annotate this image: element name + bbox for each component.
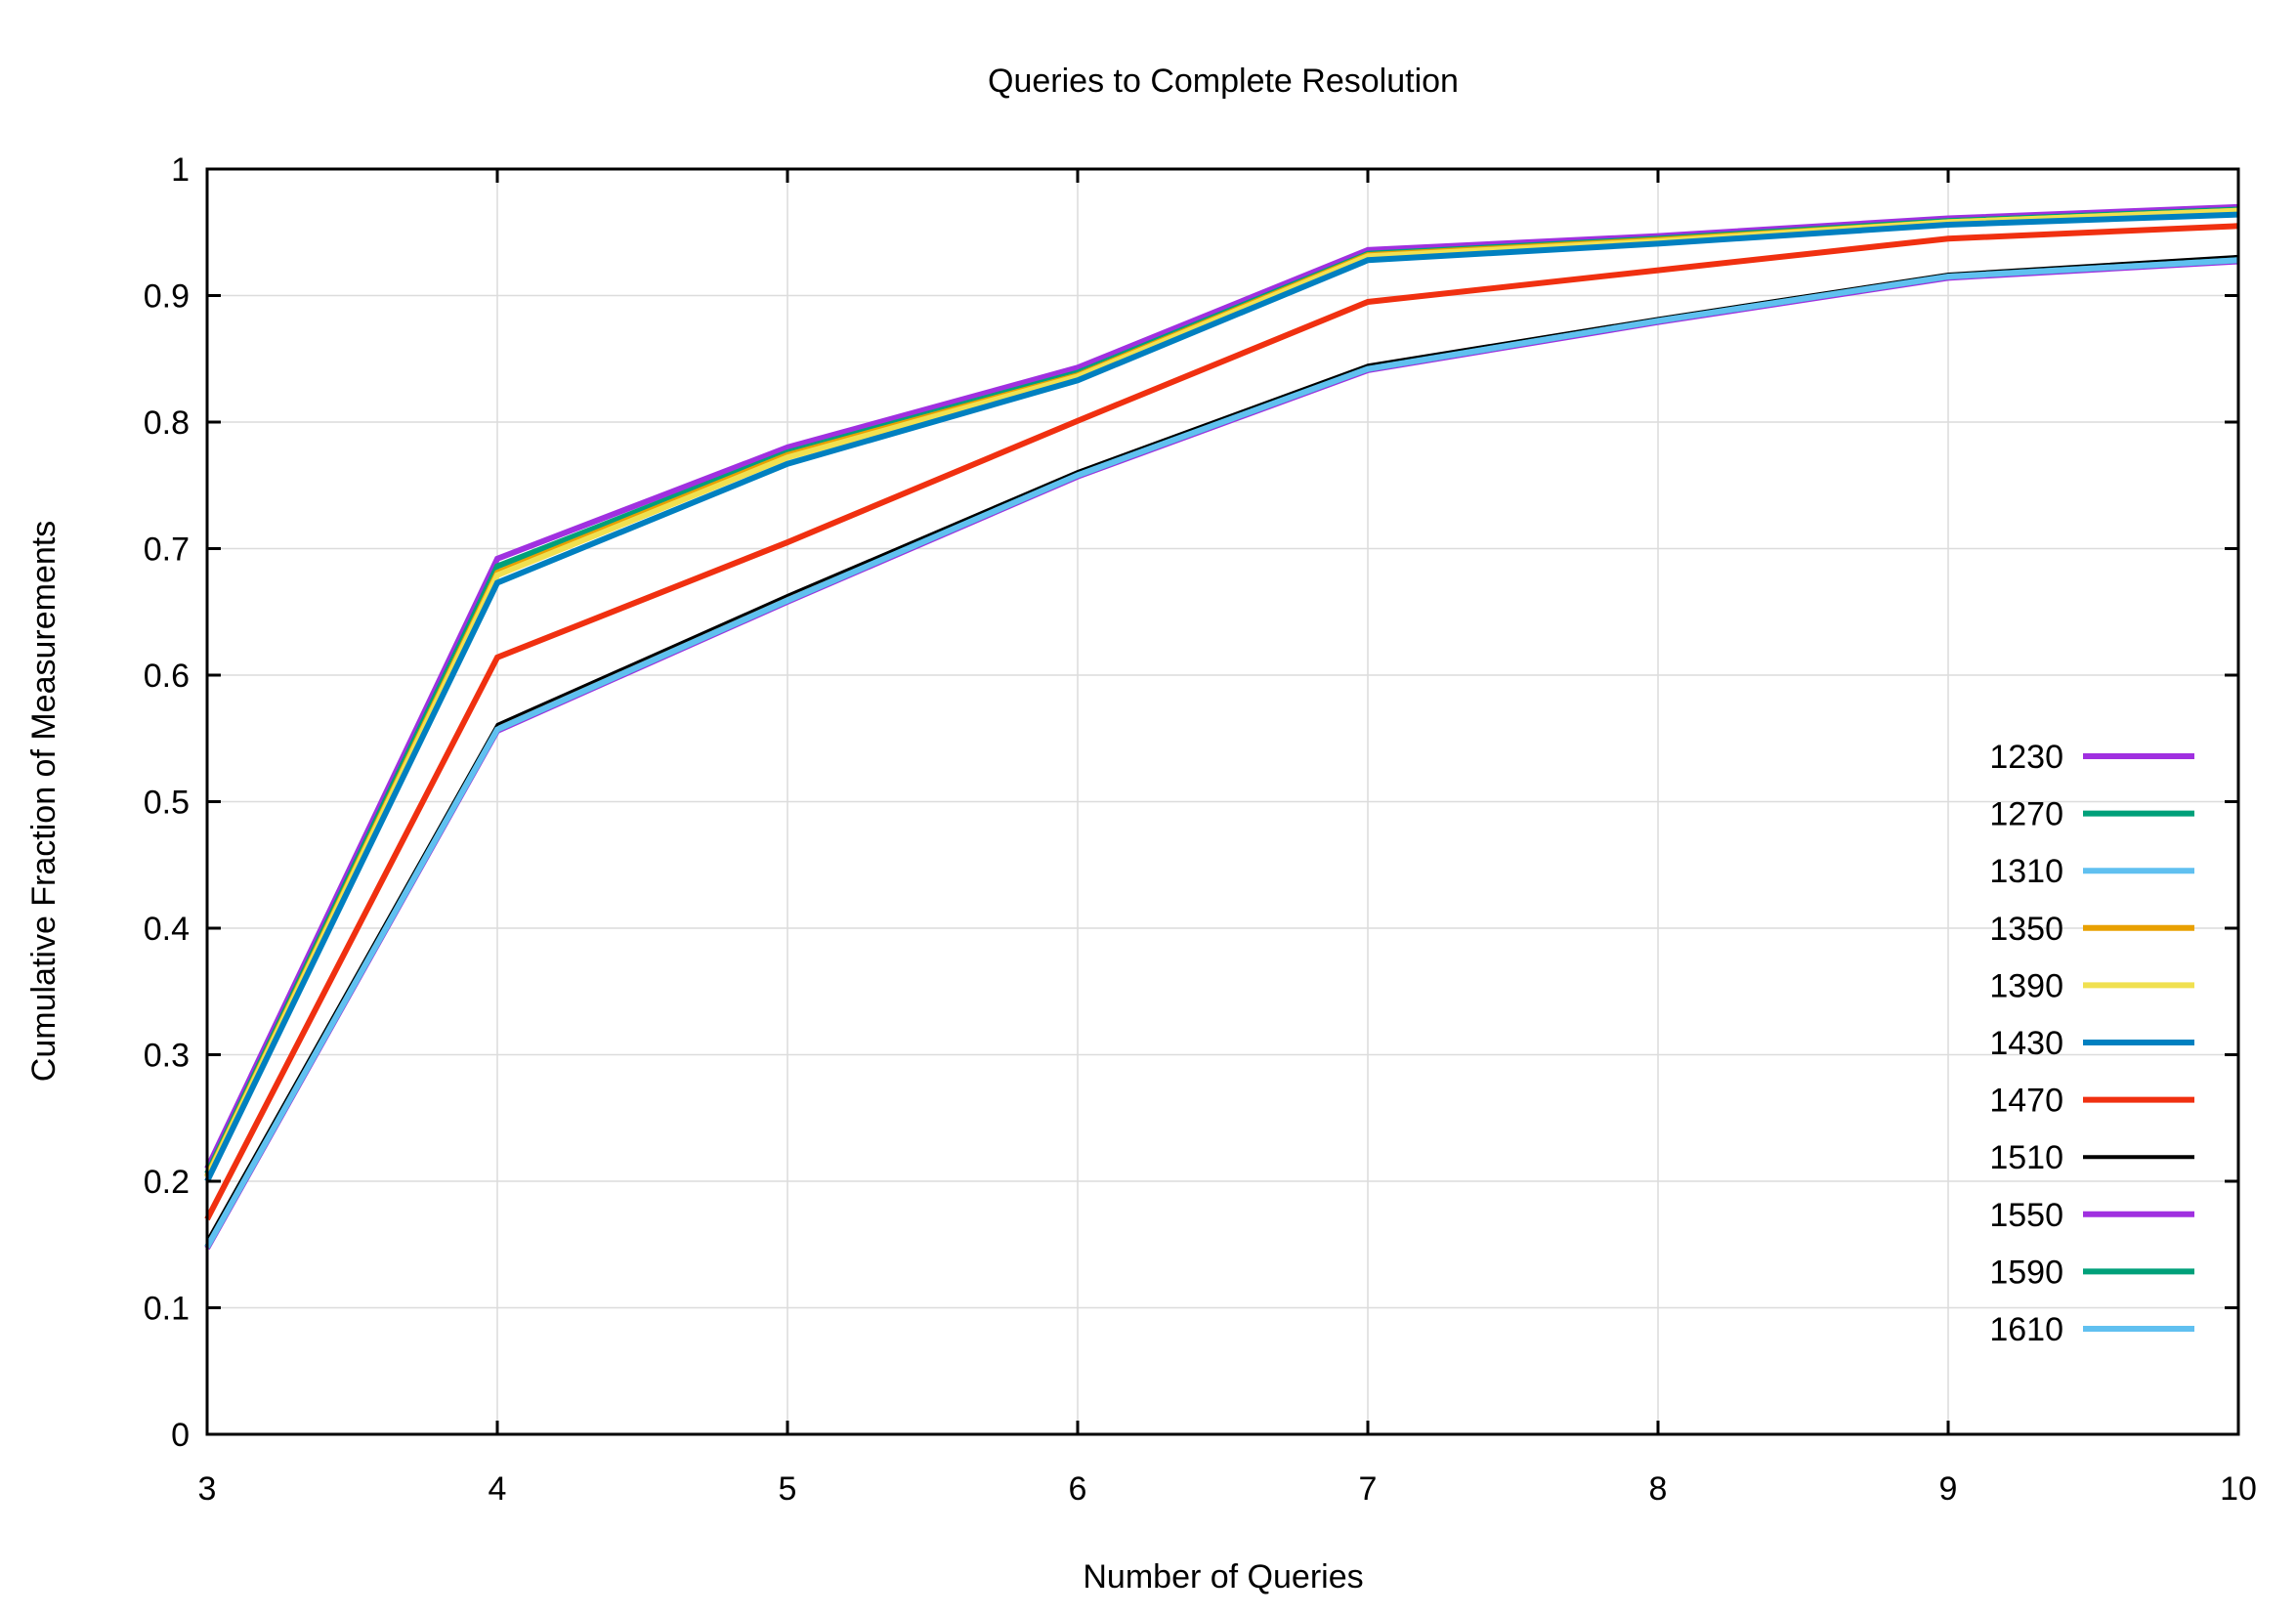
legend-label: 1510 [1989, 1139, 2063, 1176]
series-line-1310 [204, 257, 2239, 1249]
y-tick-label: 0.9 [144, 278, 190, 316]
legend-label: 1430 [1989, 1025, 2063, 1062]
x-tick-label: 8 [1649, 1470, 1668, 1508]
legend: 1230 1270 1310 1350 1390 1430 1470 1510 1550 1590… [1989, 739, 2194, 1348]
x-tick-label: 10 [2220, 1470, 2257, 1508]
y-axis-label: Cumulative Fraction of Measurements [25, 521, 63, 1082]
y-tick-label: 0.1 [144, 1291, 190, 1328]
legend-label: 1350 [1989, 911, 2063, 948]
series-line-1430 [204, 211, 2239, 1183]
legend-label: 1590 [1989, 1254, 2063, 1291]
series-line-1470 [204, 223, 2239, 1221]
x-tick-label: 7 [1359, 1470, 1378, 1508]
legend-label: 1390 [1989, 967, 2063, 1004]
y-tick-label: 0.5 [144, 785, 190, 822]
legend-label: 1310 [1989, 853, 2063, 890]
x-tick-label: 6 [1069, 1470, 1087, 1508]
y-tick-label: 0.7 [144, 532, 190, 569]
series-line-1350 [204, 207, 2239, 1178]
series-line-1230 [204, 203, 2239, 1170]
y-tick-label: 0.8 [144, 404, 190, 442]
series-line-1270 [204, 206, 2239, 1175]
legend-label: 1470 [1989, 1083, 2063, 1120]
x-tick-label: 9 [1939, 1470, 1958, 1508]
x-tick-label: 3 [198, 1470, 217, 1508]
y-tick-label: 0.2 [144, 1164, 190, 1201]
chart-title: Queries to Complete Resolution [988, 63, 1459, 100]
ticks: 3 4 5 6 7 8 9 10 0 0.1 0.2 0.3 0.4 0.5 0.6 0.7 0.8 0.9 1 [144, 151, 2257, 1508]
legend-label: 1550 [1989, 1197, 2063, 1234]
y-tick-label: 1 [171, 151, 190, 189]
legend-label: 1270 [1989, 796, 2063, 833]
y-tick-label: 0.3 [144, 1038, 190, 1075]
series-line-1590 [204, 257, 2239, 1249]
x-tick-label: 5 [779, 1470, 797, 1508]
y-tick-label: 0 [171, 1417, 190, 1454]
series-line-1390 [204, 207, 2239, 1179]
series-line-1510 [205, 254, 2239, 1242]
y-tick-label: 0.6 [144, 658, 190, 695]
y-tick-label: 0.4 [144, 911, 190, 948]
x-axis-label: Number of Queries [1083, 1558, 1363, 1596]
series-line-1550 [204, 258, 2239, 1251]
x-tick-label: 4 [489, 1470, 507, 1508]
series-lines [204, 203, 2239, 1251]
series-line-1610 [204, 257, 2239, 1249]
legend-label: 1230 [1989, 739, 2063, 776]
legend-label: 1610 [1989, 1311, 2063, 1348]
